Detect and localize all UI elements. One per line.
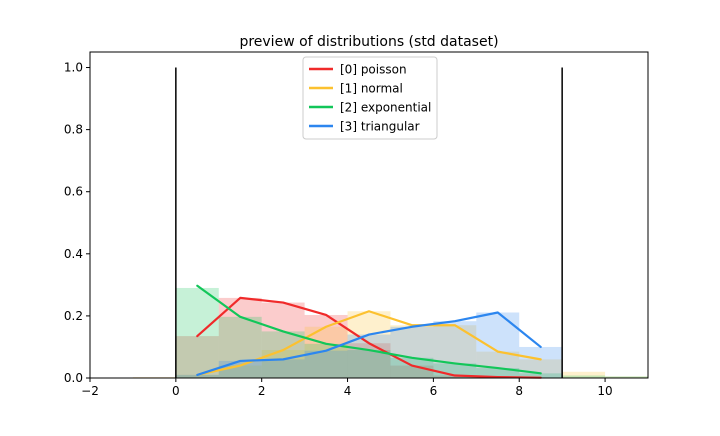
x-tick-label: 4 bbox=[344, 384, 352, 398]
y-tick-label: 0.8 bbox=[64, 123, 83, 137]
legend-label: [2] exponential bbox=[340, 101, 431, 115]
y-tick-label: 0.0 bbox=[64, 371, 83, 385]
chart-title: preview of distributions (std dataset) bbox=[239, 34, 498, 50]
hist-bar-series-3 bbox=[262, 359, 305, 378]
legend-label: [1] normal bbox=[340, 82, 403, 96]
legend-label: [3] triangular bbox=[340, 120, 420, 134]
x-tick-label: 0 bbox=[172, 384, 180, 398]
legend: [0] poisson [1] normal [2] exponential [3] … bbox=[303, 57, 437, 139]
y-tick-label: 1.0 bbox=[64, 61, 83, 75]
y-tick-label: 0.4 bbox=[64, 247, 83, 261]
x-tick-label: −2 bbox=[81, 384, 99, 398]
histogram-layer bbox=[133, 288, 648, 378]
x-tick-label: 2 bbox=[258, 384, 266, 398]
hist-bar-series-2 bbox=[176, 288, 219, 378]
x-tick-label: 6 bbox=[430, 384, 438, 398]
legend-label: [0] poisson bbox=[340, 63, 407, 77]
hist-bar-series-3 bbox=[390, 327, 433, 378]
y-tick-label: 0.6 bbox=[64, 185, 83, 199]
x-tick-label: 8 bbox=[515, 384, 523, 398]
y-tick-label: 0.2 bbox=[64, 309, 83, 323]
x-tick-label: 10 bbox=[597, 384, 612, 398]
hist-bar-series-3 bbox=[433, 321, 476, 378]
